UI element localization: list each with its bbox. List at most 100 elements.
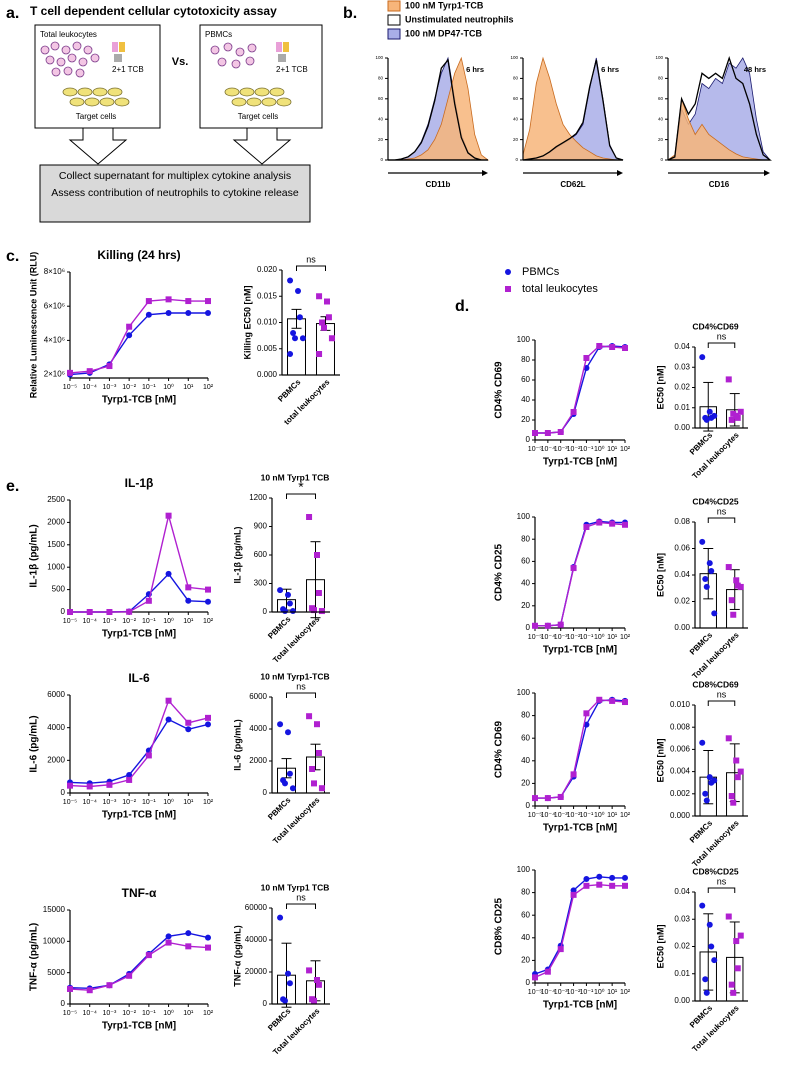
chart-title: CD4%CD25 [692, 496, 739, 506]
marker [737, 408, 744, 415]
y-tick-label: 100 [517, 335, 531, 344]
legend-swatch [387, 28, 401, 40]
marker [106, 982, 113, 989]
marker [277, 587, 284, 594]
y-tick-label: 10000 [43, 936, 66, 945]
y-tick-label: 0.01 [674, 969, 690, 978]
y-tick-label: 40000 [245, 935, 268, 944]
marker [699, 354, 706, 361]
y-tick-label: 600 [254, 550, 268, 559]
marker [126, 772, 133, 779]
marker [165, 310, 172, 317]
marker [725, 564, 732, 571]
x-tick-label: 10⁻⁴ [541, 812, 556, 819]
x-tick-label: 10² [203, 1010, 214, 1017]
marker [702, 976, 709, 983]
sample-label: PBMCs [205, 30, 232, 39]
y-tick-label: 80 [521, 355, 530, 364]
marker [295, 288, 301, 294]
marker [205, 586, 211, 593]
x-tick-label: 10⁻³ [554, 812, 568, 819]
marker [725, 913, 732, 920]
marker [703, 583, 710, 590]
marker [728, 793, 735, 800]
marker [728, 981, 735, 988]
histogram [388, 58, 488, 161]
marker [126, 972, 133, 979]
y-axis-label: CD4% CD25 [494, 543, 505, 601]
marker [315, 590, 322, 596]
marker [596, 343, 603, 349]
marker [596, 881, 603, 888]
vs-label: Vs. [172, 56, 189, 68]
fit-line [535, 699, 626, 799]
marker [185, 597, 192, 604]
y-tick-label: 100 [375, 55, 383, 60]
marker [285, 970, 291, 977]
marker [706, 560, 713, 567]
y-tick-label: 100 [517, 512, 531, 521]
y-tick-label: 0.000 [257, 370, 278, 379]
marker [699, 538, 706, 545]
y-tick-label: 100 [655, 55, 663, 60]
x-tick-label: 10⁻² [122, 799, 136, 806]
marker [145, 298, 152, 305]
fit-line [535, 520, 625, 627]
marker [711, 777, 718, 784]
marker [544, 430, 551, 436]
x-tick-label: 10¹ [607, 446, 618, 453]
y-tick-label: 0 [263, 999, 268, 1008]
y-tick-label: 0.002 [670, 789, 691, 798]
x-tick-label: 10⁰ [163, 617, 174, 625]
marker [185, 719, 192, 726]
fit-line [69, 941, 209, 991]
significance-label: ns [296, 892, 306, 902]
chart-title: IL-1β [125, 476, 154, 490]
y-axis-label: EC50 [nM] [655, 553, 665, 597]
panel-label: d. [455, 298, 469, 315]
y-tick-label: 80 [521, 534, 530, 543]
marker [296, 314, 303, 321]
marker [734, 774, 741, 781]
y-tick-label: 100 [510, 55, 518, 60]
y-tick-label: 0.06 [674, 544, 690, 553]
significance-bracket [707, 342, 736, 348]
x-tick-label: 10⁰ [163, 383, 174, 391]
y-tick-label: 0.03 [674, 362, 690, 371]
marker [703, 416, 710, 423]
marker [67, 985, 73, 992]
y-tick-label: 20 [521, 779, 530, 788]
x-tick-label: 10¹ [607, 634, 618, 641]
marker [316, 293, 323, 300]
marker [699, 739, 706, 746]
y-axis-label: EC50 [nM] [655, 738, 665, 782]
y-tick-label: 2000 [249, 756, 267, 765]
fit-line [69, 699, 209, 788]
y-tick-label: 40 [521, 395, 530, 404]
x-tick-label: PBMCs [276, 377, 303, 404]
y-tick-label: 300 [254, 579, 268, 588]
y-tick-label: 40 [521, 579, 530, 588]
y-tick-label: 500 [52, 585, 66, 594]
x-tick-label: 10¹ [183, 799, 194, 806]
y-tick-label: 20 [513, 137, 519, 142]
marker [570, 771, 577, 778]
chart-title: 10 nM Tyrp1 TCB [261, 882, 330, 892]
marker [737, 768, 744, 775]
marker [287, 351, 294, 357]
y-tick-label: 0 [61, 788, 66, 797]
x-tick-label: Total leukocytes [690, 430, 741, 481]
panel-label: e. [6, 478, 19, 495]
marker [596, 696, 603, 703]
x-tick-label: 10⁰ [594, 633, 605, 641]
significance-label: ns [717, 331, 727, 341]
y-tick-label: 0.00 [674, 623, 690, 632]
marker [544, 795, 551, 802]
x-tick-label: 10⁻⁴ [82, 618, 97, 625]
y-tick-label: 1200 [249, 493, 267, 502]
y-tick-label: 80 [658, 76, 664, 81]
x-tick-label: 10⁻⁵ [63, 1010, 77, 1017]
x-tick-label: 10⁻² [567, 446, 581, 453]
y-tick-label: 20 [521, 415, 530, 424]
